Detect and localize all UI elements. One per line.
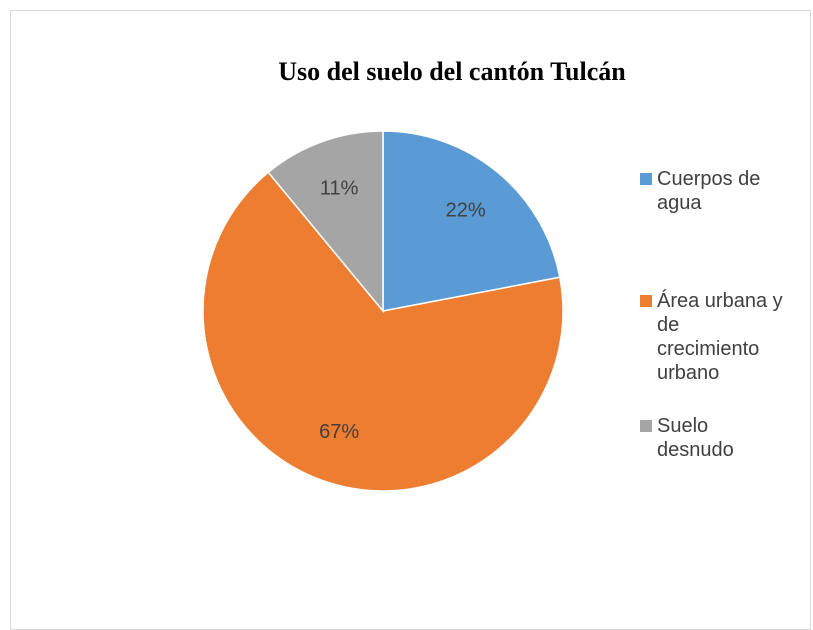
pie-slice (202, 171, 564, 492)
pie-slice (267, 130, 384, 314)
legend-label: Área urbana y de crecimiento urbano (657, 290, 783, 384)
legend-swatch (640, 295, 652, 307)
data-label: 11% (320, 177, 359, 199)
chart-title: Uso del suelo del cantón Tulcán (278, 57, 626, 86)
data-label: 22% (446, 199, 486, 221)
legend-swatch (640, 420, 652, 432)
legend-label: Suelo desnudo (657, 415, 734, 461)
pie-slice (382, 130, 561, 312)
data-label: 67% (319, 421, 359, 443)
legend-swatch (640, 173, 652, 185)
legend-label: Cuerpos de agua (657, 168, 761, 214)
